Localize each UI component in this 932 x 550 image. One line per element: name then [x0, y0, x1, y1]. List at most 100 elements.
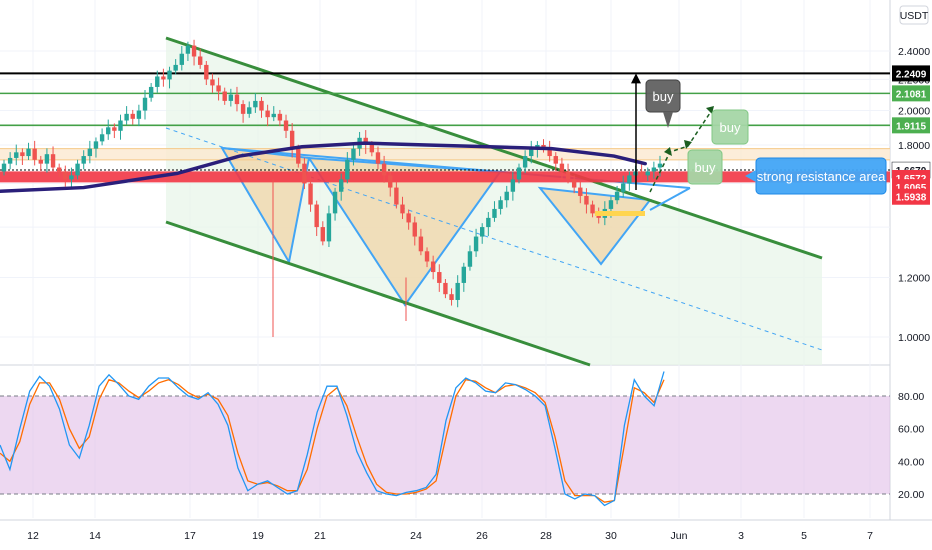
- candle-body: [191, 45, 197, 57]
- candle-body: [627, 175, 632, 184]
- right-shoulder: [537, 186, 652, 266]
- candle-body: [639, 171, 644, 176]
- overlay-drawings: [0, 73, 714, 216]
- candle-body: [240, 104, 246, 114]
- candle-body: [247, 107, 252, 114]
- candle-body: [504, 191, 509, 201]
- candle-body: [38, 159, 43, 164]
- candle-body: [351, 148, 356, 160]
- candle-body: [136, 110, 142, 119]
- annotations: buy buy buy strong resistance area: [645, 79, 887, 195]
- candle-body: [155, 76, 160, 87]
- price-label-bg: [892, 117, 930, 134]
- candle-body: [529, 148, 534, 157]
- candle-body: [81, 156, 86, 164]
- candle-body: [210, 79, 215, 86]
- price-label-bg: [892, 65, 930, 82]
- target-arrowhead: [631, 73, 641, 84]
- time-tick: 7: [867, 530, 873, 542]
- breakout-line: [649, 187, 691, 211]
- candle-body: [283, 120, 289, 131]
- projection-path: [649, 109, 713, 193]
- annotation-box: [711, 109, 749, 145]
- candle-body: [75, 163, 80, 176]
- candle-body: [44, 154, 50, 164]
- oscillator-tick: 60.00: [898, 424, 924, 436]
- price-tick: 1.2000: [898, 272, 930, 284]
- candle-body: [130, 113, 135, 119]
- price-label: 2.2409: [896, 69, 927, 80]
- candle-body: [216, 85, 221, 92]
- candle-body: [651, 167, 657, 172]
- red-support-band: [0, 171, 890, 183]
- head: [307, 156, 502, 307]
- currency-badge: [899, 5, 929, 25]
- candle-body: [498, 200, 503, 209]
- annotation-label: strong resistance area: [757, 169, 886, 184]
- candle-body: [234, 94, 240, 105]
- candle-body: [437, 272, 442, 283]
- candle-body: [621, 183, 626, 192]
- channel-lower: [165, 220, 591, 367]
- candle-body: [93, 141, 99, 149]
- candle-body: [443, 282, 448, 295]
- resistance-zone: [0, 148, 890, 160]
- candle-body: [87, 148, 93, 157]
- candle-body: [308, 183, 313, 205]
- price-label-bg: [892, 188, 930, 205]
- candle-body: [614, 191, 620, 201]
- oscillator-band: [0, 396, 890, 494]
- stoch-rsi-pane: [0, 371, 890, 507]
- price-label: 2.1081: [896, 89, 927, 100]
- annotation-label: buy: [720, 120, 741, 135]
- candle-body: [424, 251, 430, 262]
- channel-mid-dashed: [165, 127, 823, 351]
- oscillator-tick: 20.00: [898, 489, 924, 501]
- candle-body: [259, 100, 264, 111]
- annotation-label: buy: [695, 160, 716, 175]
- candle-body: [400, 204, 405, 214]
- candle-body: [510, 179, 516, 192]
- candle-body: [590, 204, 595, 214]
- time-tick: 3: [738, 530, 744, 542]
- candle-body: [363, 137, 368, 145]
- time-tick: 5: [801, 530, 807, 542]
- annotation-label: buy: [653, 89, 674, 104]
- oscillator-tick: 80.00: [898, 391, 924, 403]
- time-tick: 19: [252, 530, 264, 542]
- price-label-bg: [892, 85, 930, 102]
- time-tick: 21: [314, 530, 326, 542]
- candle-body: [486, 217, 491, 228]
- candle-body: [222, 91, 227, 101]
- time-tick: 26: [476, 530, 488, 542]
- candle-body: [516, 167, 522, 180]
- candle-body: [375, 152, 381, 164]
- candle-body: [394, 187, 399, 205]
- candle-body: [332, 191, 338, 214]
- time-tick: 17: [184, 530, 196, 542]
- candle-body: [645, 171, 650, 176]
- candle-body: [7, 157, 13, 164]
- price-tick: 1.8000: [898, 140, 930, 152]
- candle-body: [553, 156, 558, 164]
- price-tick: 2.4000: [898, 46, 930, 58]
- candle-body: [124, 113, 129, 121]
- candle-body: [430, 261, 436, 273]
- candle-body: [148, 86, 154, 98]
- candle-body: [388, 175, 393, 188]
- price-label: 1.6065: [896, 183, 927, 194]
- candle-body: [289, 130, 295, 149]
- candle-body: [197, 56, 203, 65]
- annotation-tail: [745, 170, 756, 182]
- time-tick: 28: [540, 530, 552, 542]
- oscillator-tick: 40.00: [898, 456, 924, 468]
- time-tick: 30: [605, 530, 617, 542]
- candle-body: [467, 251, 473, 267]
- candle-body: [99, 134, 105, 142]
- price-label: 1.5938: [896, 193, 927, 204]
- candle-body: [167, 70, 172, 80]
- candle-body: [584, 195, 589, 205]
- candle-body: [302, 163, 307, 184]
- candle-body: [565, 171, 571, 180]
